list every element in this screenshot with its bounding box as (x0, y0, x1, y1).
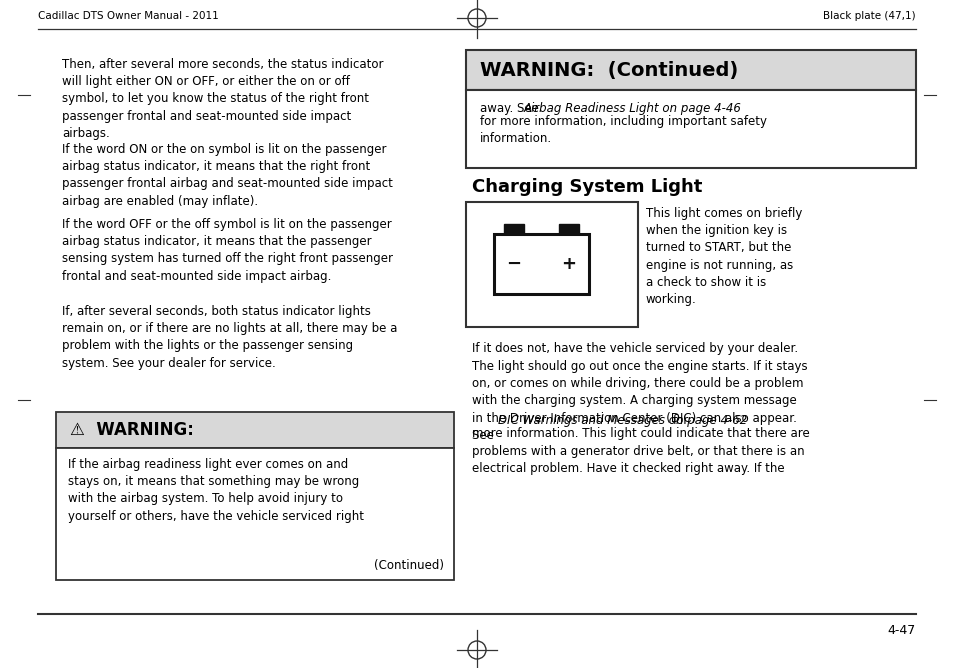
Text: DIC Warnings and Messages on page 4-62: DIC Warnings and Messages on page 4-62 (497, 414, 746, 427)
Text: 4-47: 4-47 (887, 623, 915, 637)
Text: WARNING:  (Continued): WARNING: (Continued) (479, 61, 738, 79)
Text: for more information, including important safety
information.: for more information, including importan… (479, 115, 766, 145)
Text: If the airbag readiness light ever comes on and
stays on, it means that somethin: If the airbag readiness light ever comes… (68, 458, 364, 522)
Bar (465, 90, 915, 168)
Bar (56, 412, 454, 448)
Bar (558, 224, 578, 234)
Text: If, after several seconds, both status indicator lights
remain on, or if there a: If, after several seconds, both status i… (62, 305, 397, 369)
Text: The light should go out once the engine starts. If it stays
on, or comes on whil: The light should go out once the engine … (472, 360, 807, 442)
Text: ⚠  WARNING:: ⚠ WARNING: (70, 421, 193, 439)
Text: Black plate (47,1): Black plate (47,1) (822, 11, 915, 21)
Text: for: for (672, 414, 688, 427)
Text: Charging System Light: Charging System Light (472, 178, 701, 196)
Text: Airbag Readiness Light on page 4-46: Airbag Readiness Light on page 4-46 (523, 102, 741, 115)
Text: This light comes on briefly
when the ignition key is
turned to START, but the
en: This light comes on briefly when the ign… (645, 207, 801, 306)
Text: If the word OFF or the off symbol is lit on the passenger
airbag status indicato: If the word OFF or the off symbol is lit… (62, 218, 393, 283)
Text: (Continued): (Continued) (374, 559, 443, 572)
Bar (56, 448, 454, 580)
Text: +: + (561, 255, 576, 273)
Text: If the word ON or the on symbol is lit on the passenger
airbag status indicator,: If the word ON or the on symbol is lit o… (62, 143, 393, 208)
Bar (503, 224, 523, 234)
Bar (465, 50, 915, 90)
Bar (494, 234, 588, 294)
Text: Cadillac DTS Owner Manual - 2011: Cadillac DTS Owner Manual - 2011 (38, 11, 218, 21)
Bar (465, 202, 638, 327)
Text: away. See: away. See (479, 102, 542, 115)
Text: more information. This light could indicate that there are
problems with a gener: more information. This light could indic… (472, 428, 809, 475)
Text: Then, after several more seconds, the status indicator
will light either ON or O: Then, after several more seconds, the st… (62, 58, 383, 140)
Text: −: − (506, 255, 521, 273)
Text: If it does not, have the vehicle serviced by your dealer.: If it does not, have the vehicle service… (472, 342, 798, 355)
